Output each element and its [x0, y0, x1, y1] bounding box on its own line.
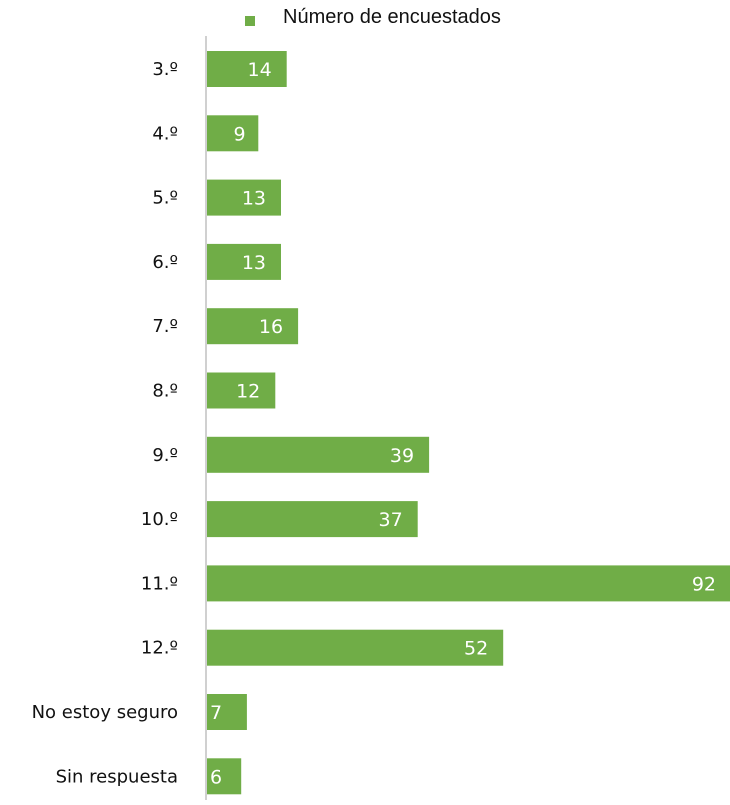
bar [207, 694, 247, 730]
category-label: 9.º [152, 445, 178, 466]
bar [207, 243, 281, 280]
category-label: Sin respuesta [56, 766, 178, 787]
bar [207, 501, 418, 538]
category-label: 11.º [141, 573, 178, 594]
legend-swatch [245, 15, 255, 26]
legend: Número de encuestados [245, 6, 501, 29]
data-label: 37 [379, 509, 403, 531]
bar [207, 565, 730, 602]
data-label: 16 [259, 316, 283, 338]
category-label: 8.º [152, 381, 178, 402]
category-label: 6.º [152, 252, 178, 273]
bar [207, 372, 276, 409]
category-label: No estoy seguro [32, 702, 178, 723]
category-label: 12.º [141, 638, 178, 659]
category-label: 4.º [152, 123, 178, 144]
category-label: 5.º [152, 188, 178, 209]
bar [207, 758, 242, 795]
bar [207, 308, 299, 345]
data-label: 12 [236, 381, 260, 403]
data-label: 92 [692, 573, 716, 595]
data-label: 7 [210, 702, 222, 724]
bar [207, 629, 504, 666]
data-label: 39 [390, 445, 414, 467]
category-label: 7.º [152, 316, 178, 337]
data-label: 13 [242, 188, 266, 210]
bar [207, 436, 430, 473]
category-label: 3.º [152, 59, 178, 80]
data-label: 14 [248, 59, 272, 81]
data-label: 13 [242, 252, 266, 274]
category-label: 10.º [141, 509, 178, 530]
legend-label: Número de encuestados [283, 6, 501, 28]
data-label: 52 [464, 638, 488, 660]
data-label: 6 [210, 766, 222, 788]
bar [207, 179, 281, 216]
bar [207, 115, 259, 152]
data-label: 9 [234, 123, 246, 145]
bar [207, 51, 287, 87]
